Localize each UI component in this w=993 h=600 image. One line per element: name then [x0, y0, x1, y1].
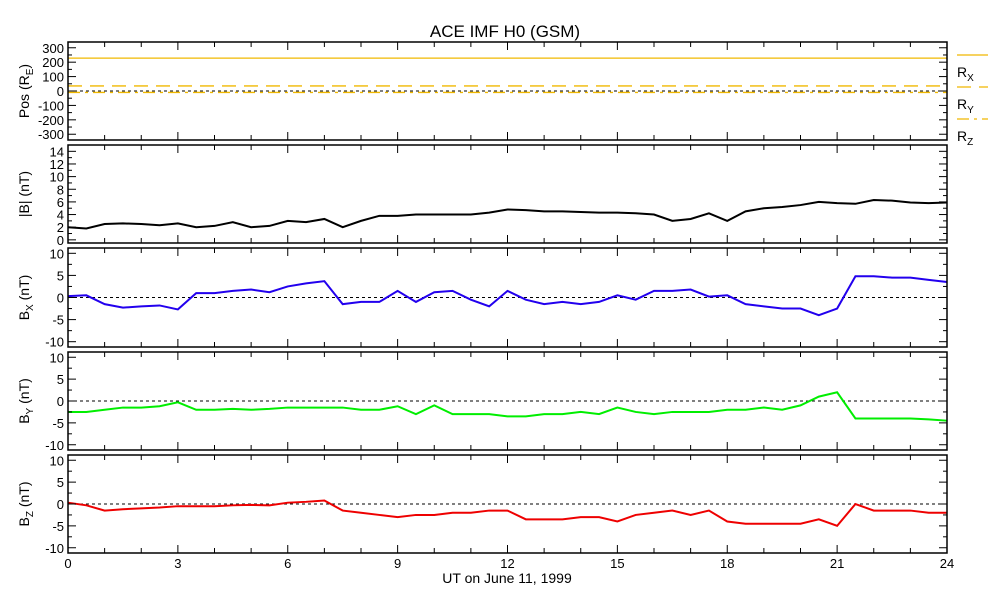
- legend-label-x: RX: [957, 64, 974, 84]
- panel-3: 10 5 0 -5 -10 BY (nT): [16, 350, 948, 453]
- y-label-subscript: E: [25, 68, 36, 75]
- x-tick-label: 3: [174, 556, 181, 571]
- y-label-main: B: [16, 311, 32, 320]
- y-axis-label: BY (nT): [16, 378, 36, 424]
- y-tick-label: 0: [57, 497, 64, 512]
- legend-label-main: R: [957, 96, 967, 112]
- y-label-main: Pos (R: [16, 75, 32, 118]
- y-tick-label: 10: [50, 246, 64, 261]
- legend-label-y: RY: [957, 96, 974, 116]
- y-label-main: |B| (nT): [16, 171, 32, 217]
- y-tick-label: 14: [50, 144, 64, 159]
- series-line-bz: [67, 499, 947, 528]
- x-tick-label: 24: [940, 556, 954, 571]
- legend-label-z: RZ: [957, 128, 973, 148]
- y-axis-label: BZ (nT): [16, 481, 36, 526]
- y-tick-label: -10: [45, 541, 64, 556]
- x-tick-label: 6: [284, 556, 291, 571]
- x-tick-label: 18: [720, 556, 734, 571]
- y-label-units: ): [16, 64, 32, 69]
- y-tick-label: 4: [57, 208, 64, 223]
- x-tick-label: 15: [610, 556, 624, 571]
- y-tick-label: 200: [42, 55, 64, 70]
- y-tick-label: -5: [52, 519, 64, 534]
- y-tick-label: 300: [42, 41, 64, 56]
- y-axis-label: BX (nT): [16, 275, 36, 321]
- y-label-main: B: [16, 517, 32, 526]
- y-tick-label: 5: [57, 268, 64, 283]
- series-line-bx: [67, 275, 948, 317]
- y-label-subscript: Z: [25, 511, 36, 517]
- y-tick-label: 10: [50, 453, 64, 468]
- y-tick-label: 10: [50, 350, 64, 365]
- legend-label-main: R: [957, 128, 967, 144]
- y-tick-label: 0: [57, 291, 64, 306]
- y-label-subscript: Y: [25, 407, 36, 414]
- y-axis-label: |B| (nT): [16, 171, 32, 217]
- y-tick-label: -300: [38, 127, 64, 142]
- y-tick-label: 0: [57, 233, 64, 248]
- panel-4: 10 5 0 -5 -10 BZ (nT): [16, 453, 948, 556]
- y-tick-label: 5: [57, 475, 64, 490]
- panel-2: 10 5 0 -5 -10 BX (nT): [16, 246, 948, 350]
- series-line-by: [68, 391, 948, 422]
- y-tick-label: 12: [50, 157, 64, 172]
- x-tick-label: 12: [500, 556, 514, 571]
- legend-label-main: R: [957, 64, 967, 80]
- series-line-magbmag: [67, 199, 948, 230]
- y-tick-label: 100: [42, 70, 64, 85]
- y-tick-label: -100: [38, 98, 64, 113]
- x-tick-label: 21: [830, 556, 844, 571]
- y-tick-label: 2: [57, 220, 64, 235]
- y-tick-label: 5: [57, 372, 64, 387]
- y-tick-label: 10: [50, 170, 64, 185]
- x-tick-label: 0: [64, 556, 71, 571]
- chart-title: ACE IMF H0 (GSM): [430, 22, 580, 41]
- y-tick-label: -5: [52, 313, 64, 328]
- x-tick-label: 9: [394, 556, 401, 571]
- y-tick-label: -5: [52, 416, 64, 431]
- legend-label-subscript: Y: [967, 105, 974, 116]
- y-tick-label: -10: [45, 438, 64, 453]
- y-label-main: B: [16, 414, 32, 423]
- y-axis-label: Pos (RE): [16, 64, 36, 118]
- legend-label-subscript: Z: [967, 137, 973, 148]
- y-tick-label: 6: [57, 195, 64, 210]
- panel-frame: [67, 144, 948, 244]
- y-label-units: (nT): [16, 481, 32, 511]
- y-tick-label: 0: [57, 394, 64, 409]
- x-axis-label: UT on June 11, 1999: [442, 570, 572, 586]
- y-label-subscript: X: [25, 304, 36, 311]
- y-tick-label: 0: [57, 84, 64, 99]
- y-label-units: (nT): [16, 275, 32, 305]
- legend-label-subscript: X: [967, 73, 974, 84]
- y-tick-label: 8: [57, 182, 64, 197]
- y-tick-label: -200: [38, 113, 64, 128]
- y-tick-label: -10: [45, 335, 64, 350]
- y-label-units: (nT): [16, 378, 32, 408]
